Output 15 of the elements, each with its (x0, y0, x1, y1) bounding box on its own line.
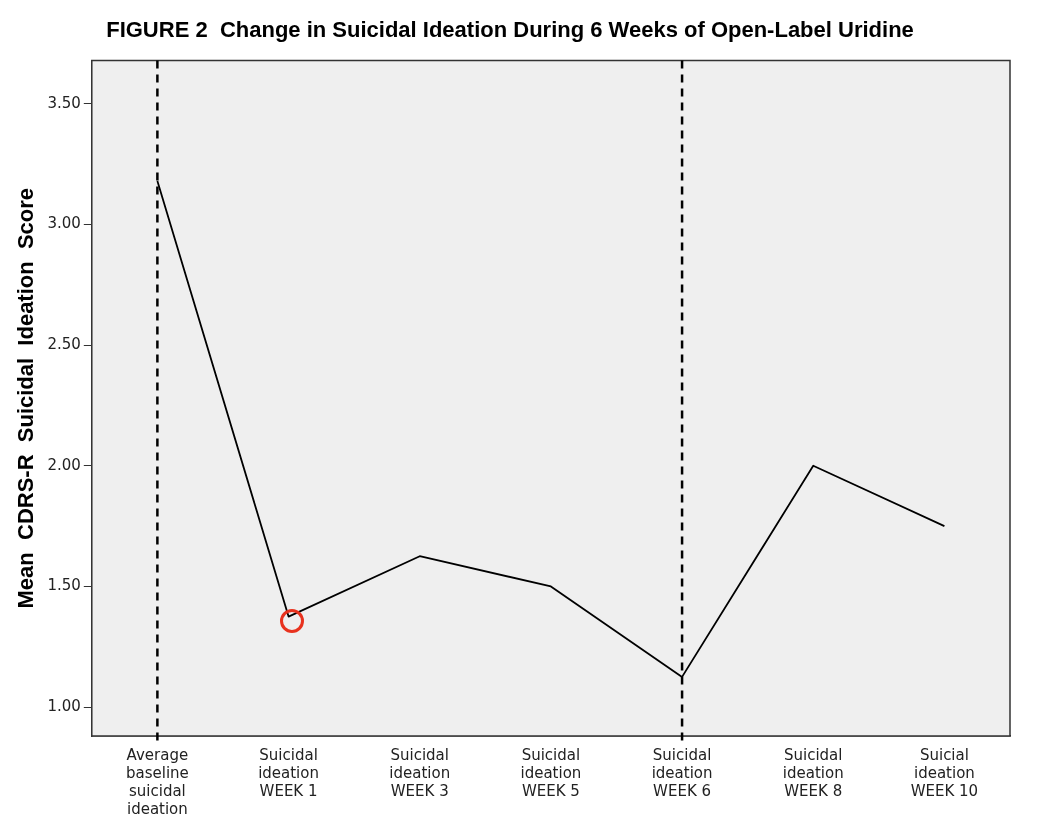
y-tick-label: 3.00 (47, 214, 81, 233)
y-axis-title: Mean CDRS-R Suicidal Ideation Score (13, 187, 39, 609)
y-tick-label: 3.50 (47, 93, 81, 112)
x-tick-label: Suicial ideation WEEK 10 (910, 745, 979, 800)
x-tick-label: Average baseline suicidal ideation (125, 745, 189, 818)
chart-title: FIGURE 2 Change in Suicidal Ideation During 6 Weeks of Open-Label Uridine (106, 17, 914, 43)
x-tick-label: Suicidal ideation WEEK 8 (782, 745, 844, 800)
y-tick-label: 1.50 (47, 576, 81, 595)
y-tick-label: 1.00 (47, 696, 81, 715)
x-tick-label: Suicidal ideation WEEK 5 (520, 745, 582, 800)
x-tick-label: Suicidal ideation WEEK 3 (389, 745, 451, 800)
y-tick-label: 2.50 (47, 335, 81, 354)
y-tick-label: 2.00 (47, 455, 81, 474)
x-tick-label: Suicidal ideation WEEK 1 (258, 745, 319, 800)
x-tick-label: Suicidal ideation WEEK 6 (651, 745, 713, 800)
